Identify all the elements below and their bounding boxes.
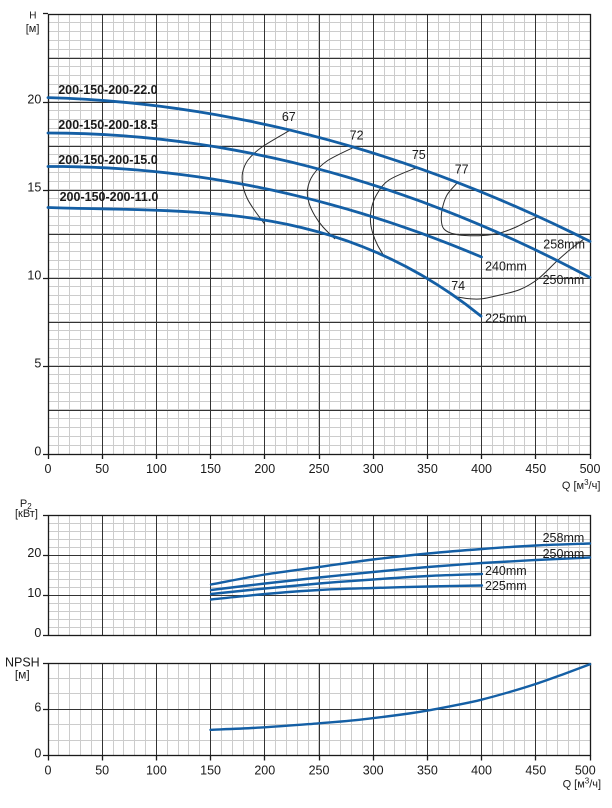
svg-text:350: 350	[417, 462, 438, 476]
svg-text:15: 15	[27, 181, 41, 195]
svg-text:5: 5	[34, 357, 41, 371]
svg-text:[кВт]: [кВт]	[15, 508, 38, 520]
svg-text:100: 100	[146, 462, 167, 476]
svg-text:Q [м3/ч]: Q [м3/ч]	[562, 478, 601, 492]
svg-text:400: 400	[471, 462, 492, 476]
svg-text:300: 300	[363, 764, 384, 778]
svg-text:10: 10	[27, 586, 41, 600]
svg-text:Q [м3/ч]: Q [м3/ч]	[563, 776, 602, 790]
svg-text:77: 77	[455, 163, 469, 177]
svg-text:6: 6	[34, 701, 41, 715]
svg-text:500: 500	[580, 462, 601, 476]
svg-text:50: 50	[95, 462, 109, 476]
svg-text:350: 350	[417, 764, 438, 778]
svg-text:225mm: 225mm	[485, 579, 527, 593]
svg-text:0: 0	[34, 445, 41, 459]
svg-text:258mm: 258mm	[543, 531, 585, 545]
svg-text:10: 10	[27, 269, 41, 283]
svg-text:[м]: [м]	[26, 23, 40, 35]
svg-text:150: 150	[200, 462, 221, 476]
svg-text:200: 200	[254, 462, 275, 476]
svg-text:72: 72	[350, 129, 364, 143]
svg-text:450: 450	[525, 462, 546, 476]
svg-text:50: 50	[95, 764, 109, 778]
svg-text:[м]: [м]	[15, 668, 30, 682]
svg-text:P2: P2	[20, 498, 32, 511]
svg-text:75: 75	[412, 148, 426, 162]
svg-text:150: 150	[200, 764, 221, 778]
svg-text:250mm: 250mm	[543, 547, 585, 561]
svg-text:250mm: 250mm	[543, 273, 585, 287]
svg-text:20: 20	[27, 546, 41, 560]
svg-text:200-150-200-11.0: 200-150-200-11.0	[60, 190, 159, 204]
svg-text:250: 250	[309, 462, 330, 476]
svg-text:225mm: 225mm	[485, 312, 527, 326]
svg-text:0: 0	[45, 764, 52, 778]
svg-text:258mm: 258mm	[543, 238, 585, 252]
svg-text:500: 500	[575, 764, 596, 778]
svg-text:H: H	[29, 11, 36, 22]
svg-text:200-150-200-18.5: 200-150-200-18.5	[58, 118, 157, 132]
svg-text:200-150-200-22.0: 200-150-200-22.0	[58, 83, 157, 97]
svg-text:0: 0	[34, 747, 41, 761]
svg-text:100: 100	[146, 764, 167, 778]
svg-text:200-150-200-15.0: 200-150-200-15.0	[58, 153, 157, 167]
svg-text:20: 20	[27, 93, 41, 107]
svg-text:0: 0	[45, 462, 52, 476]
svg-text:240mm: 240mm	[485, 259, 527, 273]
svg-text:450: 450	[525, 764, 546, 778]
svg-text:74: 74	[451, 279, 465, 293]
svg-text:NPSH: NPSH	[5, 655, 40, 669]
svg-text:300: 300	[363, 462, 384, 476]
svg-text:0: 0	[34, 626, 41, 640]
svg-text:200: 200	[254, 764, 275, 778]
svg-text:67: 67	[282, 110, 296, 124]
svg-text:400: 400	[471, 764, 492, 778]
svg-text:250: 250	[309, 764, 330, 778]
svg-text:240mm: 240mm	[485, 564, 527, 578]
